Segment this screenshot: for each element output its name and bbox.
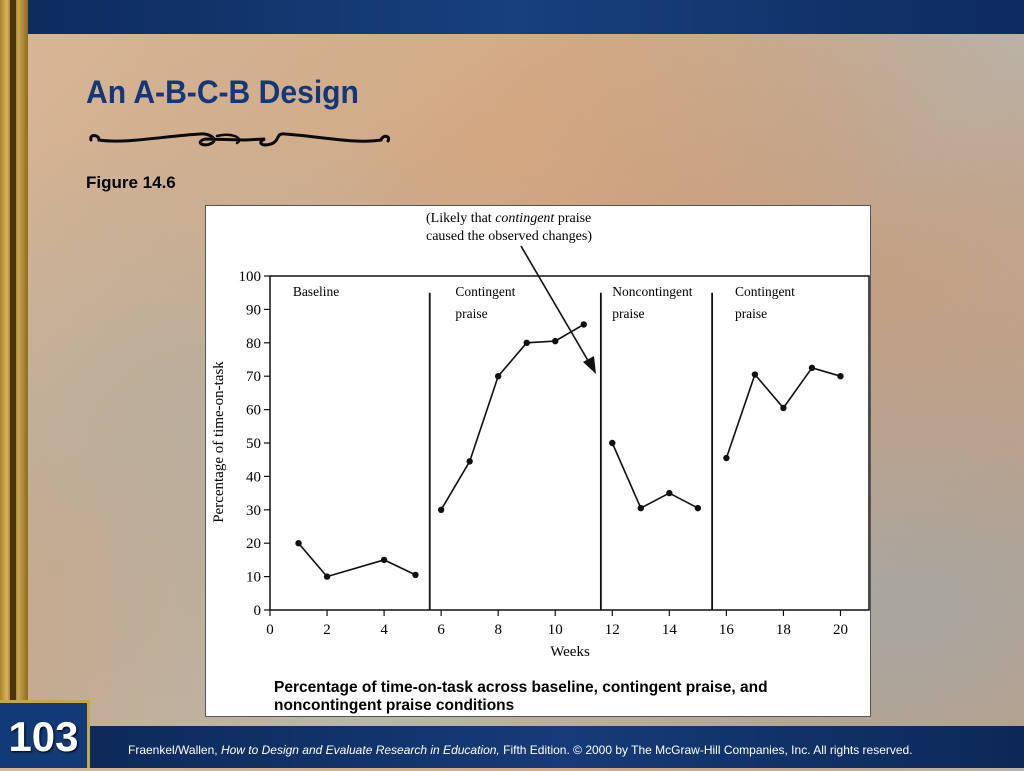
y-tick-label: 90 (246, 302, 261, 318)
phase-label: Contingent (735, 284, 795, 299)
y-tick-label: 20 (246, 536, 261, 552)
data-point (295, 540, 302, 547)
x-tick-label: 6 (437, 622, 445, 638)
data-point (751, 371, 759, 378)
y-axis-label: Percentage of time-on-task (211, 361, 227, 523)
annotation-line1: (Likely that contingent praise (426, 211, 591, 226)
x-tick-label: 8 (494, 622, 502, 638)
phase-label: Contingent (455, 284, 515, 299)
series-line (440, 323, 585, 511)
data-point (523, 339, 530, 346)
x-tick-label: 16 (719, 622, 735, 638)
data-point (380, 556, 388, 564)
annotation-arrow-line (520, 245, 591, 365)
y-tick-label: 30 (246, 503, 261, 519)
y-tick-label: 10 (246, 570, 261, 586)
x-tick-label: 10 (548, 622, 563, 638)
x-tick-label: 4 (380, 622, 388, 638)
left-dark-stripe (10, 0, 16, 768)
data-point (637, 504, 645, 512)
series-line (725, 366, 841, 459)
data-point (552, 337, 559, 345)
phase-label: Noncontingent (612, 284, 692, 299)
data-point (323, 573, 331, 580)
series-line (611, 442, 699, 510)
data-point (609, 439, 616, 447)
caption-line1: Percentage of time-on-task across baseli… (274, 679, 768, 696)
series-line (297, 542, 416, 578)
data-point (808, 364, 816, 372)
data-point (837, 373, 844, 380)
x-tick-label: 14 (662, 622, 678, 638)
x-tick-label: 0 (266, 622, 274, 638)
decorative-flourish-icon (89, 132, 391, 147)
x-tick-label: 20 (833, 622, 848, 638)
phase-label-line2: praise (455, 306, 487, 321)
x-tick-label: 12 (605, 622, 620, 638)
slide-number: 103 (0, 700, 90, 768)
data-point (580, 321, 587, 328)
plot-frame (269, 275, 870, 611)
annotation-line2: caused the observed changes) (426, 229, 592, 244)
data-point (780, 404, 787, 412)
footer-copyright: Fifth Edition. © 2000 by The McGraw-Hill… (499, 743, 913, 757)
data-point (412, 571, 419, 579)
footer-book-title: How to Design and Evaluate Research in E… (220, 743, 500, 757)
data-point (723, 454, 730, 462)
y-tick-label: 0 (254, 603, 262, 619)
slide-title: An A-B-C-B Design (86, 74, 359, 110)
data-point (694, 504, 702, 512)
figure-label: Figure 14.6 (86, 173, 176, 192)
footer-citation: Fraenkel/Wallen, How to Design and Evalu… (128, 743, 1008, 757)
chart-panel: 0 10 20 30 40 50 60 70 80 90 100 0 2 4 6 8 10 12 14 16 18 20 … (205, 205, 871, 717)
y-tick-label: 40 (246, 469, 261, 485)
y-tick-label: 60 (246, 403, 261, 419)
y-tick-label: 70 (246, 369, 261, 385)
annotation-arrow-head-icon (583, 356, 596, 374)
top-bar (0, 0, 1024, 34)
y-tick-label: 100 (239, 269, 262, 285)
footer-author: Fraenkel/Wallen, (128, 743, 221, 757)
x-axis-label: Weeks (550, 644, 590, 660)
phase-label-line2: praise (612, 306, 644, 321)
caption-line2: noncontingent praise conditions (274, 697, 514, 714)
y-tick-label: 50 (246, 436, 261, 452)
bottom-bar (0, 726, 1024, 768)
x-tick-label: 18 (776, 622, 791, 638)
x-tick-label: 2 (323, 622, 331, 638)
data-point (494, 373, 502, 380)
data-point (666, 489, 673, 497)
data-point (437, 506, 445, 513)
data-point (466, 458, 473, 465)
y-tick-label: 80 (246, 336, 261, 352)
phase-label: Baseline (293, 284, 340, 299)
phase-label-line2: praise (735, 306, 767, 321)
